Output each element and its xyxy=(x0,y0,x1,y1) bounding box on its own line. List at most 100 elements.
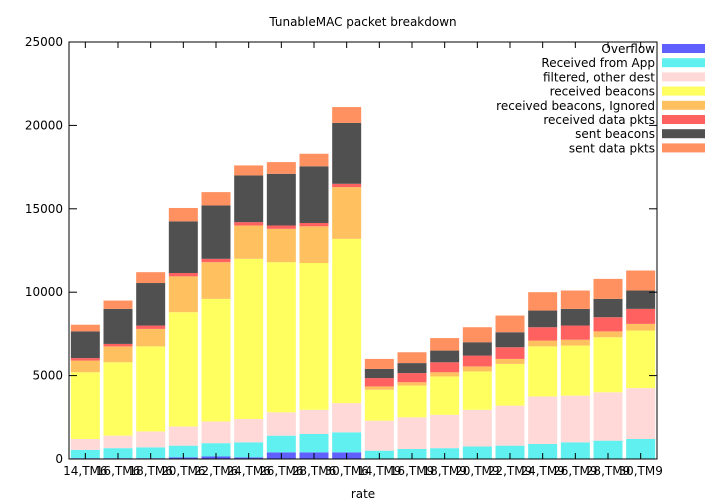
bar-segment xyxy=(168,312,198,427)
bar-segment xyxy=(103,362,133,436)
x-tick-label: 30,TM9 xyxy=(618,464,662,478)
bar-segment xyxy=(397,382,427,386)
bar-segment xyxy=(332,403,362,433)
bar-segment xyxy=(528,346,558,397)
bar-segment xyxy=(103,346,133,363)
legend-swatch xyxy=(662,100,705,110)
bar-segment xyxy=(103,308,133,344)
bar-segment xyxy=(397,363,427,374)
bar-segment xyxy=(560,345,590,396)
legend-label: Received from App xyxy=(541,56,655,70)
bar-segment xyxy=(299,166,329,223)
bar-segment xyxy=(332,238,362,404)
bar-segment xyxy=(70,358,100,361)
bar-segment xyxy=(103,343,133,347)
bar-segment xyxy=(234,418,264,443)
x-tick-label: 14,TM9 xyxy=(357,464,401,478)
bar-segment xyxy=(103,300,133,309)
bar-segment xyxy=(528,327,558,341)
bar-segment xyxy=(462,342,492,356)
bar-segment xyxy=(593,298,623,318)
bar-segment xyxy=(462,327,492,343)
x-axis-label: rate xyxy=(351,487,375,501)
bar-segment xyxy=(299,263,329,410)
bar-segment xyxy=(397,373,427,383)
bar-segment xyxy=(168,426,198,446)
bar-segment xyxy=(495,358,525,364)
y-tick-label: 15000 xyxy=(25,202,63,216)
bar-segment xyxy=(560,290,590,309)
bar-segment xyxy=(299,433,329,453)
bar-segment xyxy=(266,162,296,174)
bar-segment xyxy=(266,412,296,436)
bar-segment xyxy=(201,258,231,263)
bar-segment xyxy=(528,310,558,328)
bar-segment xyxy=(560,339,590,346)
bar-segment xyxy=(332,122,362,184)
bar-segment xyxy=(70,438,100,450)
bar-segment xyxy=(201,421,231,444)
bar-segment xyxy=(528,396,558,444)
bar-segment xyxy=(168,276,198,313)
bar-segment xyxy=(332,107,362,123)
legend-swatch xyxy=(662,58,705,68)
bar-segment xyxy=(397,417,427,449)
bar-segment xyxy=(430,338,460,351)
x-tick-label: 28,TM9 xyxy=(586,464,630,478)
bar-segment xyxy=(626,438,656,459)
x-tick-label: 22,TM6 xyxy=(194,464,238,478)
bar-segment xyxy=(626,290,656,309)
bar-segment xyxy=(136,325,166,329)
bar-segment xyxy=(528,292,558,311)
x-tick-label: 26,TM6 xyxy=(259,464,303,478)
bar-segment xyxy=(462,446,492,459)
legend-swatch xyxy=(662,115,705,124)
bar-segment xyxy=(495,405,525,446)
bar-segment xyxy=(495,363,525,406)
bar-segment xyxy=(364,420,394,451)
bar-segment xyxy=(364,368,394,379)
legend-swatch xyxy=(662,86,705,96)
bar-segment xyxy=(495,445,525,459)
x-tick-label: 14,TM6 xyxy=(63,464,107,478)
legend-swatch xyxy=(662,143,705,153)
bar-segment xyxy=(364,386,394,390)
bar-segment xyxy=(299,222,329,227)
bar-segment xyxy=(560,325,590,340)
bar-segment xyxy=(462,355,492,367)
bar-segment xyxy=(201,443,231,457)
bar-segment xyxy=(626,330,656,389)
bar-segment xyxy=(201,192,231,206)
x-tick-label: 18,TM6 xyxy=(128,464,172,478)
bar-segment xyxy=(168,221,198,274)
bar-segment xyxy=(560,395,590,443)
bar-segment xyxy=(364,358,394,369)
bar-segment xyxy=(201,205,231,259)
x-tick-label: 20,TM9 xyxy=(455,464,499,478)
bar-segment xyxy=(168,445,198,458)
y-tick-label: 10000 xyxy=(25,285,63,299)
bar-segment xyxy=(201,298,231,422)
bar-segment xyxy=(168,273,198,277)
legend-swatch xyxy=(662,129,705,139)
bar-segment xyxy=(299,153,329,167)
bar-segment xyxy=(626,270,656,291)
bar-segment xyxy=(430,414,460,449)
bar-segment xyxy=(266,228,296,263)
bar-segment xyxy=(70,372,100,439)
bar-segment xyxy=(70,360,100,373)
y-tick-label: 5000 xyxy=(32,369,63,383)
x-tick-label: 20,TM6 xyxy=(161,464,205,478)
legend-label: Overflow xyxy=(601,42,655,56)
bar-segment xyxy=(462,371,492,410)
bar-segment xyxy=(462,366,492,372)
bar-segment xyxy=(332,187,362,239)
y-tick-label: 0 xyxy=(55,452,63,466)
bar-segment xyxy=(560,442,590,459)
bar-segment xyxy=(136,328,166,347)
bar-segment xyxy=(70,324,100,332)
bar-segment xyxy=(495,347,525,359)
x-tick-label: 22,TM9 xyxy=(488,464,532,478)
bar-segment xyxy=(136,431,166,448)
